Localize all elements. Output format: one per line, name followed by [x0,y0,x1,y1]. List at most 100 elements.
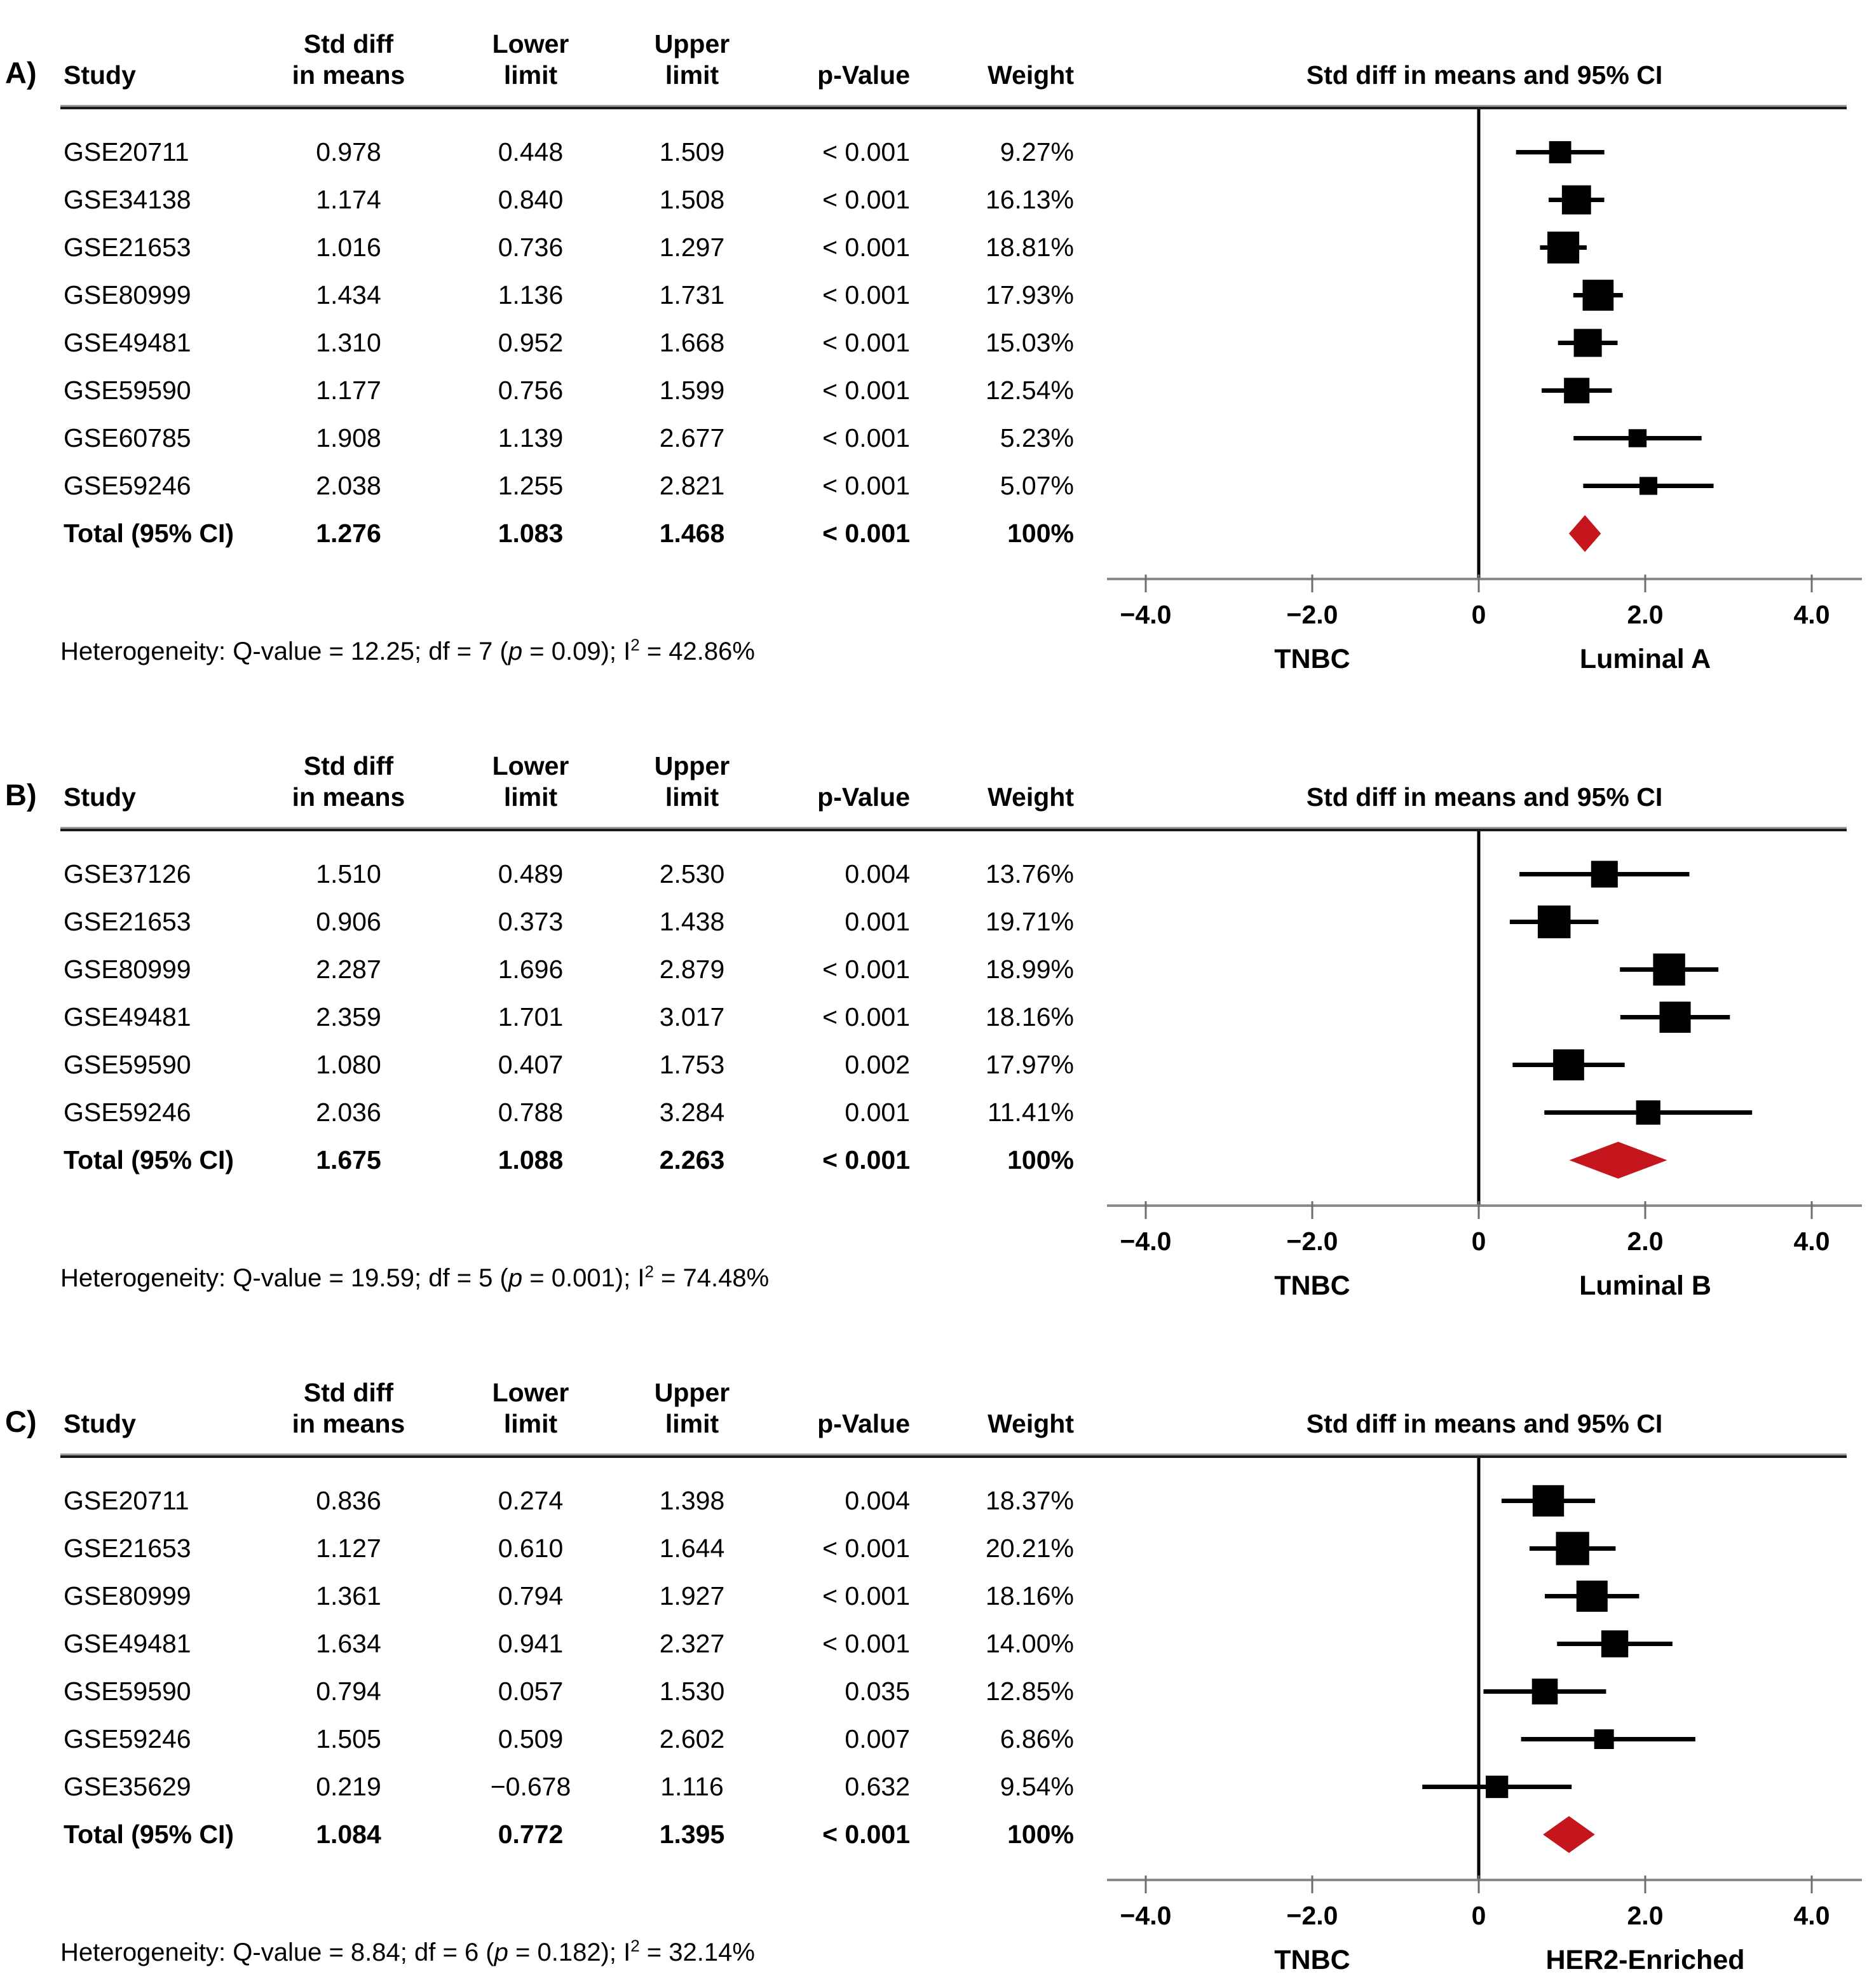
cell-mean: 1.016 [316,233,381,262]
cell-weight: 18.16% [985,1002,1074,1031]
forest-marker [1573,329,1602,357]
column-header-line: in means [292,1408,405,1438]
cell-mean: 1.908 [316,423,381,453]
heterogeneity-note: Heterogeneity: Q-value = 12.25; df = 7 (… [60,637,755,666]
forest-plot-a: −4.0 −2.0 0 2.0 4.0 TNBC Luminal A [1107,109,1862,674]
table-row: GSE20711 0.836 0.274 1.398 0.004 18.37% [0,1477,1112,1525]
summary-diamond [1543,1816,1595,1853]
cell-mean: 1.634 [316,1629,381,1658]
cell-lower: 0.489 [498,859,564,888]
cell-p: < 0.001 [822,1581,910,1610]
column-header-2: Lower limit [448,751,613,812]
column-header-1: Std diff in means [252,751,445,812]
x-axis-tick-label: −2.0 [1287,600,1338,629]
cell-p: < 0.001 [822,137,910,167]
forest-marker [1582,280,1614,311]
cell-weight: 19.71% [985,907,1074,936]
cell-upper: 1.395 [659,1820,725,1849]
x-axis-tick-label: 0 [1472,1227,1486,1256]
x-axis-tick-label: −4.0 [1120,1227,1172,1256]
column-header-line: Weight [988,782,1074,812]
column-header-1: Std diff in means [252,1377,445,1439]
cell-lower: 1.088 [498,1145,564,1174]
forest-marker [1556,1532,1589,1565]
table-row: GSE59246 2.036 0.788 3.284 0.001 11.41% [0,1089,1112,1136]
cell-upper: 1.599 [659,376,725,405]
panel-header-b: B) Study Std diff in means Lower limit Upper li… [0,722,1867,829]
x-axis-tick-label: 2.0 [1627,1227,1664,1256]
cell-lower: 0.610 [498,1534,564,1563]
table-row: GSE49481 2.359 1.701 3.017 < 0.001 18.16% [0,993,1112,1041]
forest-marker [1639,477,1658,495]
cell-p: < 0.001 [822,1002,910,1031]
table-row: GSE35629 0.219 −0.678 1.116 0.632 9.54% [0,1763,1112,1811]
cell-mean: 0.906 [316,907,381,936]
cell-weight: 11.41% [987,1098,1074,1127]
forest-marker [1549,141,1572,163]
cell-upper: 1.116 [660,1772,724,1801]
panel-header-a: A) Study Std diff in means Lower limit Upper li… [0,0,1867,107]
column-header-line: limit [503,60,558,90]
cell-study: GSE37126 [64,859,191,888]
header-rule [60,1455,1847,1458]
plot-title: Std diff in means and 95% CI [1306,60,1663,90]
cell-upper: 1.753 [659,1050,725,1079]
heterogeneity-segment: = 32.14% [639,1938,755,1966]
table-rows: GSE20711 0.836 0.274 1.398 0.004 18.37% GSE216… [0,1477,1112,1858]
heterogeneity-sup: 2 [630,1936,640,1956]
cell-upper: 1.731 [659,280,725,310]
cell-p: 0.001 [845,907,910,936]
column-header-1: Std diff in means [252,29,445,90]
forest-marker [1628,429,1647,447]
cell-weight: 12.54% [985,376,1074,405]
panel-c: −4.0 −2.0 0 2.0 4.0 TNBC HER2-Enriched C) Study S… [0,1349,1867,1988]
cell-study: Total (95% CI) [64,519,234,548]
cell-mean: 2.036 [316,1098,381,1127]
cell-upper: 1.530 [659,1677,725,1706]
cell-study: GSE59590 [64,376,191,405]
x-axis-tick-label: −4.0 [1120,600,1172,629]
cell-lower: −0.678 [490,1772,571,1801]
cell-study: GSE59246 [64,471,191,500]
table-rows: GSE20711 0.978 0.448 1.509 < 0.001 9.27% GSE34… [0,128,1112,557]
cell-lower: 1.136 [498,280,564,310]
cell-study: GSE60785 [64,423,191,453]
cell-lower: 0.840 [498,185,564,214]
table-row: GSE60785 1.908 1.139 2.677 < 0.001 5.23% [0,414,1112,462]
cell-weight: 13.76% [985,859,1074,888]
cell-lower: 1.696 [498,955,564,984]
forest-marker [1601,1630,1629,1658]
cell-weight: 15.03% [985,328,1074,357]
cell-mean: 0.836 [316,1486,381,1515]
panel-header-c: C) Study Std diff in means Lower limit Upper li… [0,1349,1867,1455]
heterogeneity-note: Heterogeneity: Q-value = 19.59; df = 5 (… [60,1263,769,1293]
cell-mean: 1.127 [316,1534,381,1563]
cell-study: GSE49481 [64,1629,191,1658]
column-header-2: Lower limit [448,29,613,90]
cell-p: < 0.001 [822,185,910,214]
cell-lower: 0.941 [498,1629,564,1658]
header-rule [60,107,1847,109]
table-row: GSE49481 1.634 0.941 2.327 < 0.001 14.00% [0,1620,1112,1668]
table-row: GSE20711 0.978 0.448 1.509 < 0.001 9.27% [0,128,1112,176]
heterogeneity-segment: = 42.86% [639,637,755,665]
column-header-line: p-Value [817,1408,910,1438]
cell-lower: 0.736 [498,233,564,262]
panel-letter: C) [5,1405,37,1438]
x-axis-tick-label: 0 [1472,600,1486,629]
cell-lower: 0.794 [498,1581,564,1610]
cell-mean: 1.177 [316,376,381,405]
heterogeneity-segment: = 0.182); I [508,1938,631,1966]
column-header-line: p-Value [817,60,910,90]
plot-title: Std diff in means and 95% CI [1306,782,1663,812]
cell-lower: 0.509 [498,1724,564,1753]
cell-upper: 2.602 [659,1724,725,1753]
axis-label-right: Luminal A [1580,644,1711,674]
column-header-line: in means [292,782,405,812]
cell-weight: 5.07% [1000,471,1074,500]
cell-upper: 1.438 [659,907,725,936]
cell-mean: 2.359 [316,1002,381,1031]
cell-upper: 3.284 [659,1098,725,1127]
table-row: GSE80999 2.287 1.696 2.879 < 0.001 18.99% [0,946,1112,993]
